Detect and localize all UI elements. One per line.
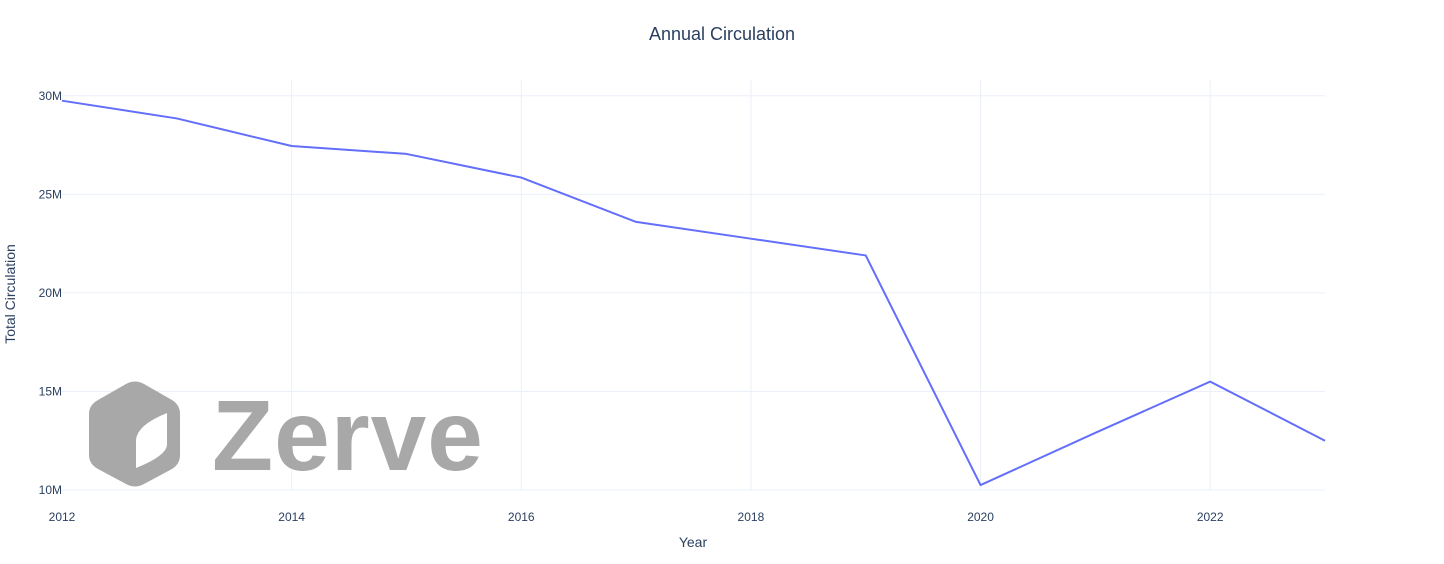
- series-layer: [61, 99, 1330, 490]
- chart-title: Annual Circulation: [649, 24, 795, 44]
- zerve-logo-icon: [89, 381, 180, 487]
- x-tick-label: 2014: [278, 510, 305, 524]
- y-tick-label: 25M: [39, 187, 62, 201]
- data-point[interactable]: [172, 113, 182, 123]
- zerve-logo-leaf: [136, 413, 167, 468]
- y-tick-label: 30M: [39, 89, 62, 103]
- data-point[interactable]: [861, 250, 871, 260]
- y-tick-label: 15M: [39, 384, 62, 398]
- data-point[interactable]: [631, 217, 641, 227]
- x-tick-label: 2022: [1197, 510, 1224, 524]
- data-point[interactable]: [516, 173, 526, 183]
- data-point[interactable]: [287, 141, 297, 151]
- y-tick-label: 20M: [39, 286, 62, 300]
- x-tick-label: 2012: [49, 510, 76, 524]
- data-point[interactable]: [746, 234, 756, 244]
- x-axis-label: Year: [679, 534, 708, 550]
- x-tick-label: 2016: [508, 510, 535, 524]
- y-tick-label: 10M: [39, 483, 62, 497]
- x-tick-label: 2020: [967, 510, 994, 524]
- y-axis-label: Total Circulation: [2, 244, 18, 344]
- data-point[interactable]: [1320, 436, 1330, 446]
- watermark: Zerve: [89, 380, 484, 492]
- watermark-text: Zerve: [212, 380, 484, 492]
- grid-lines: [62, 80, 1325, 491]
- x-tick-label: 2018: [738, 510, 765, 524]
- data-point[interactable]: [401, 149, 411, 159]
- series-line: [61, 99, 1326, 487]
- data-point[interactable]: [1090, 428, 1100, 438]
- zerve-logo-hexagon: [89, 381, 180, 487]
- axes: 2012 2014 2016 2018 2020 2022 10M 15M 20M 25M 30M: [39, 89, 1224, 524]
- data-point[interactable]: [1205, 377, 1215, 387]
- data-point[interactable]: [976, 480, 986, 490]
